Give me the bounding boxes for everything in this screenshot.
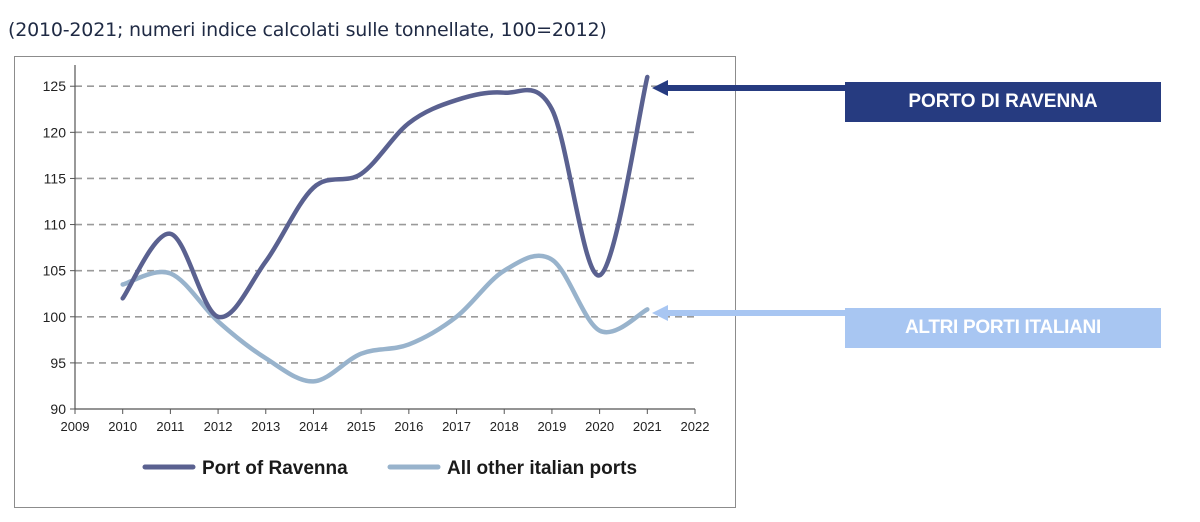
chart-area: 90 95 100 105 110 115 120 125 2009 2010 2011 2012 20…: [14, 56, 736, 508]
x-tick-label-2017: 2017: [442, 419, 471, 434]
x-tick-label-2012: 2012: [204, 419, 233, 434]
x-tick-label-2015: 2015: [347, 419, 376, 434]
x-tick-label-2020: 2020: [585, 419, 614, 434]
y-tick-label-95: 95: [50, 355, 66, 371]
series-line-all-other-italian-ports: [120, 253, 650, 384]
x-tick-label-2013: 2013: [251, 419, 280, 434]
y-tick-label-120: 120: [43, 124, 67, 140]
y-tick-label-110: 110: [44, 217, 67, 233]
y-tick-label-90: 90: [50, 401, 66, 417]
x-tick-label-2022: 2022: [681, 419, 710, 434]
y-tick-label-100: 100: [43, 309, 67, 325]
x-tick-label-2011: 2011: [156, 419, 184, 434]
y-tick-label-125: 125: [43, 78, 67, 94]
x-tick-label-2009: 2009: [61, 419, 90, 434]
legend-label-port-of-ravenna: Port of Ravenna: [202, 458, 348, 479]
x-tick-label-2018: 2018: [490, 419, 519, 434]
x-tick-label-2014: 2014: [299, 419, 328, 434]
legend-label-all-other-italian-ports: All other italian ports: [447, 458, 637, 479]
y-tick-label-115: 115: [44, 170, 67, 186]
x-tick-label-2021: 2021: [633, 419, 662, 434]
line-chart: 90 95 100 105 110 115 120 125 2009 2010 2011 2012 20…: [43, 65, 710, 479]
callout-porto-di-ravenna: PORTO DI RAVENNA: [845, 82, 1161, 122]
x-tick-label-2010: 2010: [108, 419, 137, 434]
x-tick-label-2019: 2019: [537, 419, 566, 434]
chart-subtitle: (2010-2021; numeri indice calcolati sull…: [8, 19, 607, 41]
series-line-port-of-ravenna: [120, 74, 650, 320]
callout-altri-porti-italiani: ALTRI PORTI ITALIANI: [845, 308, 1161, 348]
y-tick-label-105: 105: [43, 263, 67, 279]
x-tick-label-2016: 2016: [394, 419, 423, 434]
